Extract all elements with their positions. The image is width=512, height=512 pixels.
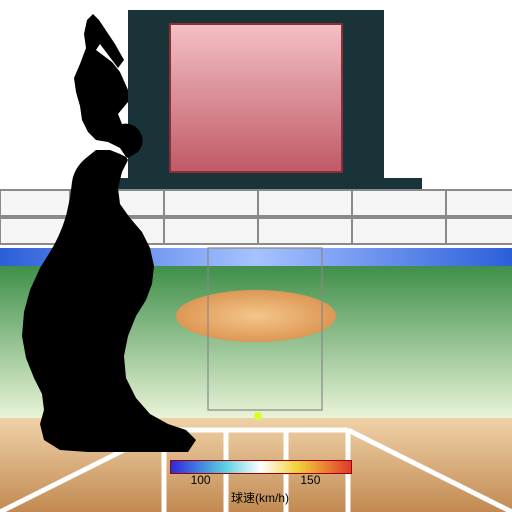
speed-tick: 150 — [300, 473, 320, 487]
pitch-chart: 100 150 球速(km/h) — [0, 0, 512, 512]
scene-svg — [0, 0, 512, 512]
speed-tick: 100 — [191, 473, 211, 487]
speed-colorbar — [170, 460, 352, 474]
speed-axis-label: 球速(km/h) — [231, 489, 289, 506]
